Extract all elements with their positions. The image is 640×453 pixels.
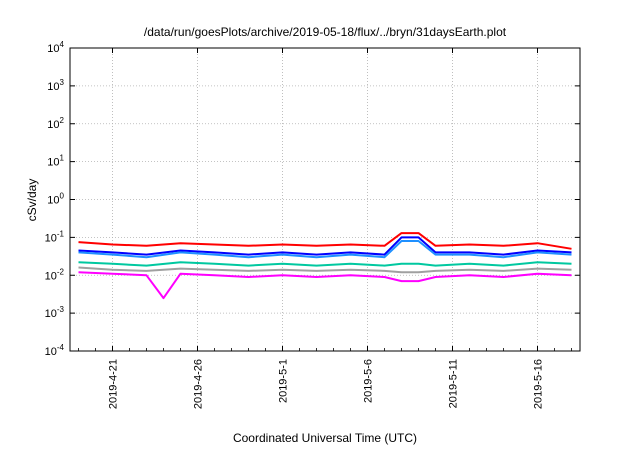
x-tick-label: 2019-5-16: [533, 359, 545, 409]
series-line-3: [78, 240, 572, 259]
x-tick-label: 2019-5-11: [448, 359, 460, 408]
series-line-4: [78, 261, 572, 267]
y-tick-label: 102: [47, 116, 64, 131]
x-tick-label: 2019-5-6: [363, 359, 375, 403]
y-tick-label: 104: [47, 40, 64, 55]
y-tick-label: 100: [47, 192, 64, 207]
y-axis-label: cSv/day: [25, 179, 39, 222]
y-tick-label: 103: [47, 78, 64, 93]
series-line-2: [78, 236, 572, 256]
y-tick-label: 10-2: [45, 267, 65, 282]
x-tick-label: 2019-5-1: [278, 359, 290, 403]
y-tick-label: 10-1: [45, 229, 65, 244]
y-tick-label: 10-4: [45, 343, 65, 358]
chart-title: /data/run/goesPlots/archive/2019-05-18/f…: [144, 25, 507, 39]
x-axis-label: Coordinated Universal Time (UTC): [233, 431, 417, 445]
y-tick-label: 101: [47, 154, 64, 169]
series-line-1: [78, 232, 572, 250]
x-tick-label: 2019-4-21: [108, 359, 120, 409]
series-line-5: [78, 266, 572, 274]
y-tick-label: 10-3: [45, 305, 65, 320]
series-group: [78, 232, 572, 300]
axes: 10-4 10-3 10-2 10-1 100 101 102 103 104 2019-4-21…: [45, 40, 580, 409]
x-tick-label: 2019-4-26: [193, 359, 205, 409]
grid: [70, 48, 580, 351]
series-line-6: [78, 271, 572, 300]
